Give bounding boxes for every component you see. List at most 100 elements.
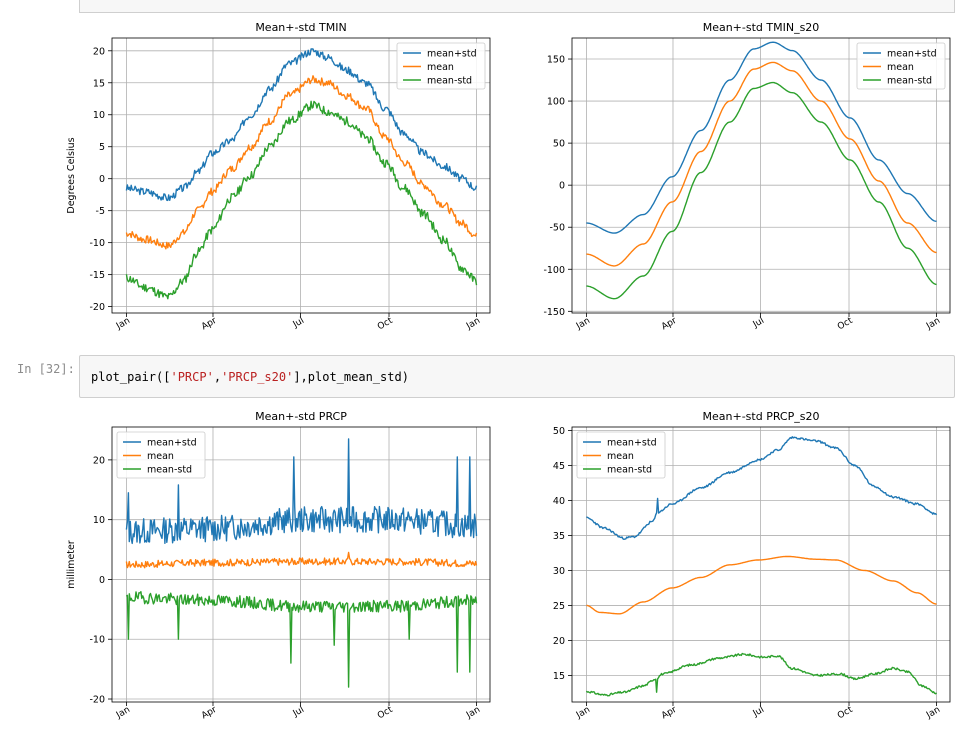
legend-box: [576, 431, 666, 479]
legend-label: mean-std: [887, 76, 932, 87]
x-tick-label: Oct: [836, 705, 855, 722]
y-tick-label: -20: [89, 695, 105, 706]
series-line-mean: [125, 551, 478, 569]
y-tick-label: 100: [547, 97, 565, 108]
plot-frame: [111, 426, 491, 703]
x-tick-label: Jul: [291, 705, 306, 720]
legend-box: [856, 42, 946, 90]
y-tick-label: -5: [96, 206, 105, 217]
legend-label: mean+std: [607, 438, 657, 449]
code-arg1: 'PRCP': [170, 370, 214, 384]
legend-label: mean: [427, 62, 454, 73]
y-tick-label: 0: [99, 174, 105, 185]
y-tick-label: 150: [547, 55, 565, 66]
y-tick-label: 15: [93, 78, 105, 89]
code-arg2: 'PRCP_s20': [221, 370, 294, 384]
chart-tmin-s20: Mean+-std TMIN_s20 -150 -100 -50 0 50 100 150 Ja…: [520, 16, 960, 346]
x-tick-label: Jul: [751, 705, 766, 720]
plot-frame: [111, 37, 491, 314]
x-tick-label: Jan: [464, 705, 482, 721]
y-tick-label: 20: [93, 46, 105, 57]
y-tick-label: 50: [553, 139, 565, 150]
plot-frame: [571, 37, 951, 314]
y-tick-label: -20: [89, 302, 105, 313]
y-tick-label: 30: [553, 566, 565, 577]
x-tick-label: Jul: [291, 316, 306, 331]
legend-label: mean+std: [147, 438, 197, 449]
legend-label: mean: [887, 62, 914, 73]
series-line-mean-std: [125, 100, 478, 300]
legend-label: mean-std: [607, 465, 652, 476]
y-tick-label: 25: [553, 601, 565, 612]
legend-box: [396, 42, 486, 90]
legend-label: mean: [607, 451, 634, 462]
y-tick-label: 5: [99, 142, 105, 153]
y-tick-label: 20: [93, 455, 105, 466]
series-line-mean: [125, 75, 478, 250]
legend-label: mean: [147, 451, 174, 462]
chart-title: Mean+-std PRCP: [255, 410, 347, 423]
x-tick-label: Jan: [114, 316, 132, 332]
chart-prcp: Mean+-std PRCP -20 -10 0 10 20 Jan Apr Jul Oct Jan…: [60, 405, 500, 735]
chart-tmin: Mean+-std TMIN -20 -15 -10 -5 0 5 10 15 20 Jan Apr J…: [60, 16, 500, 346]
y-tick-label: 0: [559, 181, 565, 192]
x-tick-label: Jan: [924, 316, 942, 332]
x-tick-label: Oct: [836, 316, 855, 333]
code-prefix: plot_pair([: [91, 370, 171, 384]
chart-prcp-s20-svg: Mean+-std PRCP_s20 15 20 25 30 35 40 45 50 Jan Apr…: [553, 410, 951, 722]
y-tick-label: -50: [549, 223, 565, 234]
series-line-mean-std: [585, 652, 938, 697]
series-line-mean: [586, 555, 937, 615]
chart-title: Mean+-std TMIN: [255, 21, 346, 34]
y-tick-label: 20: [553, 636, 565, 647]
legend-label: mean-std: [147, 465, 192, 476]
series-line-mean-std: [125, 590, 478, 688]
plot-frame: [571, 426, 951, 703]
y-axis-label: Degrees Celsius: [66, 137, 77, 213]
y-tick-label: -10: [89, 635, 105, 646]
x-tick-label: Oct: [376, 705, 395, 722]
y-tick-label: 45: [553, 461, 565, 472]
x-tick-label: Jan: [464, 316, 482, 332]
y-tick-label: -10: [89, 238, 105, 249]
series-line-mean: [586, 61, 937, 267]
chart-title: Mean+-std TMIN_s20: [703, 21, 820, 34]
code-suffix: ],plot_mean_std): [293, 370, 409, 384]
y-tick-label: 10: [93, 515, 105, 526]
y-tick-label: 10: [93, 110, 105, 121]
code-comma: ,: [213, 370, 222, 384]
x-tick-label: Jan: [114, 705, 132, 721]
legend-label: mean-std: [427, 76, 472, 87]
y-tick-label: -150: [543, 307, 565, 318]
previous-cell-bottom: [79, 0, 955, 13]
y-tick-label: -100: [543, 265, 565, 276]
y-tick-label: 50: [553, 426, 565, 437]
y-tick-label: -15: [89, 270, 105, 281]
y-axis-label: millimeter: [66, 540, 77, 588]
x-tick-label: Apr: [660, 316, 679, 333]
y-tick-label: 15: [553, 671, 565, 682]
code-line[interactable]: plot_pair(['PRCP','PRCP_s20'],plot_mean_…: [91, 370, 409, 384]
series-line-mean-std: [586, 81, 937, 300]
legend-label: mean+std: [887, 49, 937, 60]
x-tick-label: Jan: [924, 705, 942, 721]
x-tick-label: Oct: [376, 316, 395, 333]
chart-prcp-svg: Mean+-std PRCP -20 -10 0 10 20 Jan Apr Jul Oct Jan…: [66, 410, 491, 722]
chart-title: Mean+-std PRCP_s20: [703, 410, 820, 423]
series-line-mean+std: [125, 438, 478, 545]
y-tick-label: 0: [99, 575, 105, 586]
series-line-mean+std: [125, 48, 478, 202]
code-cell[interactable]: plot_pair(['PRCP','PRCP_s20'],plot_mean_…: [79, 355, 955, 398]
series-line-mean+std: [586, 436, 938, 541]
y-tick-label: 35: [553, 531, 565, 542]
x-tick-label: Jan: [574, 705, 592, 721]
x-tick-label: Apr: [200, 705, 219, 722]
x-tick-label: Apr: [660, 705, 679, 722]
cell-prompt: In [32]:: [17, 362, 75, 376]
x-tick-label: Jul: [751, 316, 766, 331]
chart-prcp-s20: Mean+-std PRCP_s20 15 20 25 30 35 40 45 50 Jan Apr…: [520, 405, 960, 735]
legend-label: mean+std: [427, 49, 477, 60]
y-tick-label: 40: [553, 496, 565, 507]
legend-box: [116, 431, 206, 479]
x-tick-label: Apr: [200, 316, 219, 333]
